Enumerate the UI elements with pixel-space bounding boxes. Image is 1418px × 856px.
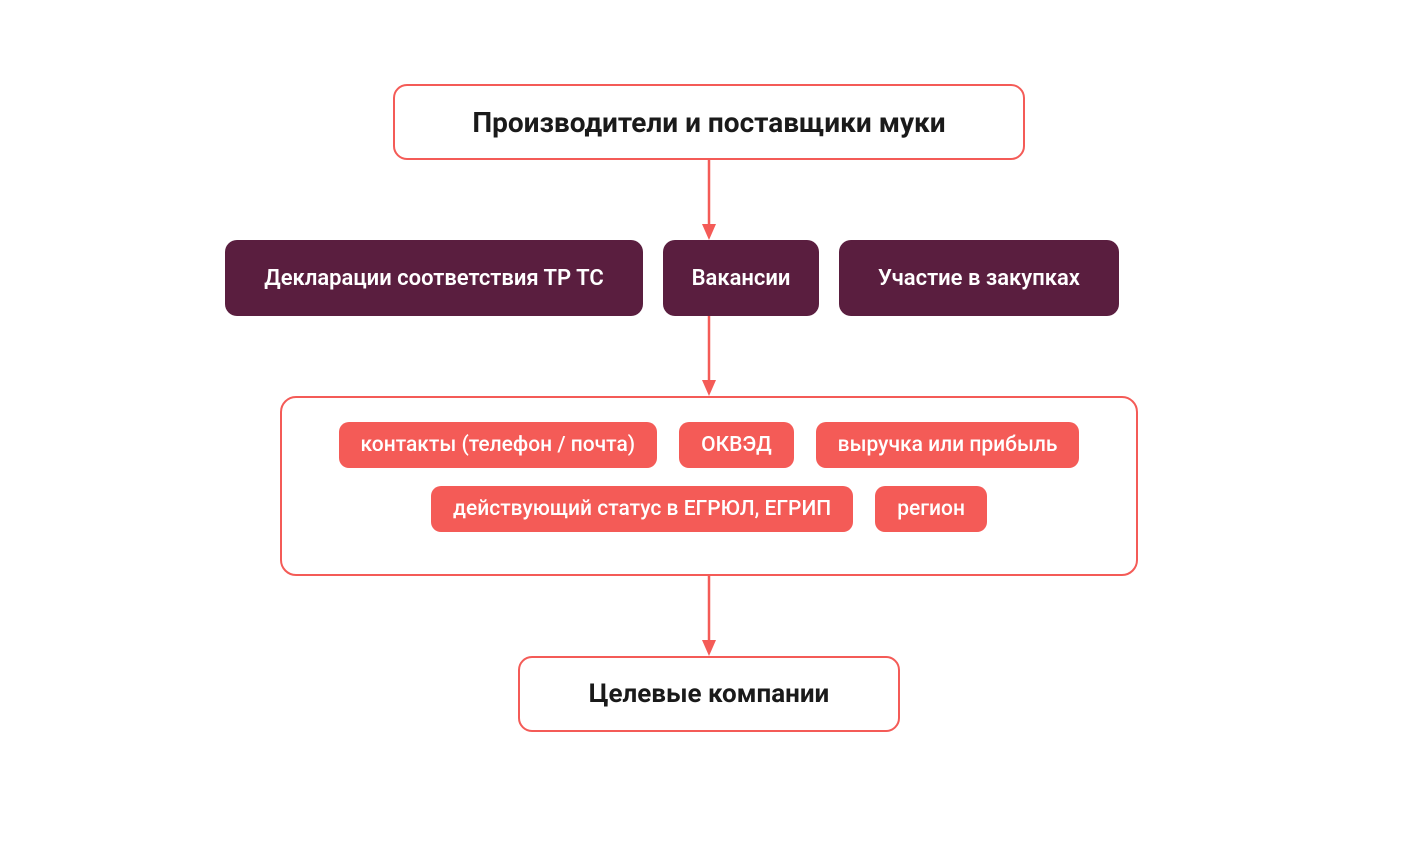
chip-label: ОКВЭД: [701, 433, 772, 457]
filter-chip-status: действующий статус в ЕГРЮЛ, ЕГРИП: [431, 486, 853, 532]
result-node: Целевые компании: [518, 656, 900, 732]
chip-label: выручка или прибыль: [838, 433, 1058, 457]
flowchart-canvas: Производители и поставщики муки Декларац…: [0, 0, 1418, 856]
filter-chip-revenue: выручка или прибыль: [816, 422, 1080, 468]
source-node-label: Декларации соответствия ТР ТС: [264, 266, 603, 291]
root-node: Производители и поставщики муки: [393, 84, 1025, 160]
arrow-filters-to-result: [699, 576, 719, 656]
arrow-sources-to-filters: [699, 316, 719, 396]
filter-chip-region: регион: [875, 486, 987, 532]
result-node-label: Целевые компании: [589, 679, 830, 709]
chip-label: регион: [897, 497, 965, 521]
filter-chip-okved: ОКВЭД: [679, 422, 794, 468]
source-node-label: Вакансии: [692, 266, 791, 291]
source-node-label: Участие в закупках: [878, 266, 1080, 291]
filters-box: контакты (телефон / почта) ОКВЭД выручка…: [280, 396, 1138, 576]
source-node-declarations: Декларации соответствия ТР ТС: [225, 240, 643, 316]
filters-row-1: контакты (телефон / почта) ОКВЭД выручка…: [339, 422, 1080, 468]
source-node-vacancies: Вакансии: [663, 240, 819, 316]
chip-label: действующий статус в ЕГРЮЛ, ЕГРИП: [453, 497, 831, 521]
filter-chip-contacts: контакты (телефон / почта): [339, 422, 658, 468]
arrow-root-to-sources: [699, 160, 719, 240]
filters-row-2: действующий статус в ЕГРЮЛ, ЕГРИП регион: [431, 486, 987, 532]
chip-label: контакты (телефон / почта): [361, 433, 636, 457]
root-node-label: Производители и поставщики муки: [472, 106, 945, 139]
source-node-procurement: Участие в закупках: [839, 240, 1119, 316]
